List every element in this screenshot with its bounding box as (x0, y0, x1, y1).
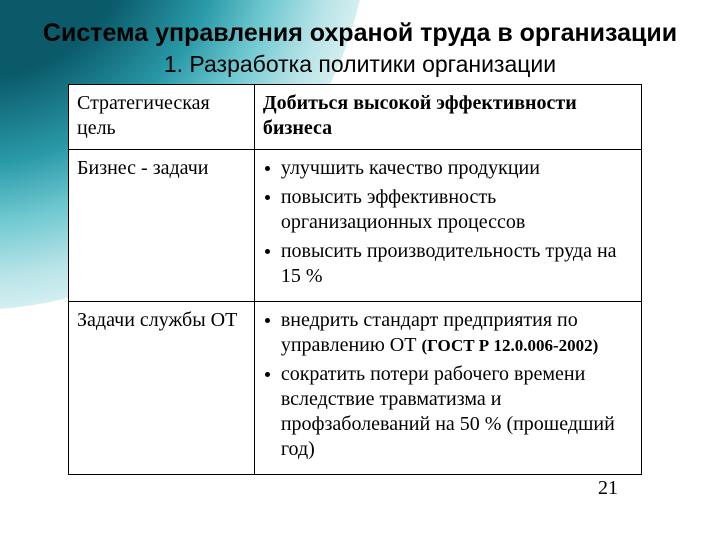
standard-reference: (ГОСТ Р 12.0.006-2002) (421, 336, 598, 355)
list-item: повысить эффективность организационных п… (263, 185, 633, 235)
table-row: Стратегическая цель Добиться высокой эфф… (69, 85, 642, 150)
row2-value: внедрить стандарт предприятия по управле… (254, 302, 641, 475)
slide-title: Система управления охраной труда в орган… (40, 18, 680, 49)
row2-label: Задачи службы ОТ (69, 302, 255, 475)
row0-value: Добиться высокой эффективности бизнеса (254, 85, 641, 150)
list-item: внедрить стандарт предприятия по управле… (263, 308, 633, 358)
table-row: Бизнес - задачи улучшить качество продук… (69, 150, 642, 302)
slide-subtitle: 1. Разработка политики организации (40, 51, 680, 78)
list-item: сократить потери рабочего времени вследс… (263, 362, 633, 462)
table-row: Задачи службы ОТ внедрить стандарт предп… (69, 302, 642, 475)
list-item: повысить производительность труда на 15 … (263, 239, 633, 289)
list-item: улучшить качество продукции (263, 156, 633, 181)
row1-bullets: улучшить качество продукции повысить эфф… (263, 156, 633, 289)
slide-content: Система управления охраной труда в орган… (0, 0, 720, 475)
row0-label: Стратегическая цель (69, 85, 255, 150)
row2-bullets: внедрить стандарт предприятия по управле… (263, 308, 633, 462)
row1-label: Бизнес - задачи (69, 150, 255, 302)
page-number: 21 (598, 477, 618, 500)
row1-value: улучшить качество продукции повысить эфф… (254, 150, 641, 302)
policy-table: Стратегическая цель Добиться высокой эфф… (68, 84, 642, 475)
